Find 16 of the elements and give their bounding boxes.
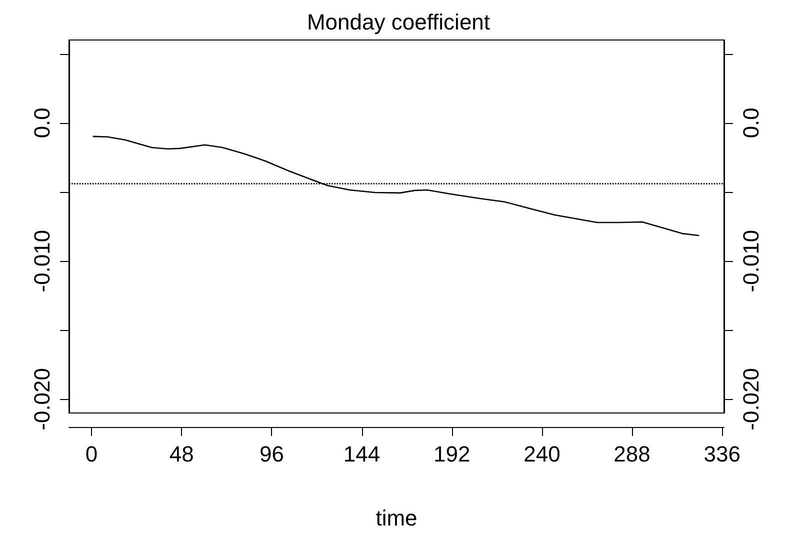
y2-tick-label: -0.010 <box>738 230 764 292</box>
y-tick-label: -0.010 <box>30 230 54 292</box>
x-tick-label: 192 <box>434 442 470 466</box>
x-tick-label: 48 <box>169 442 194 466</box>
x-tick-label: 96 <box>259 442 284 466</box>
y2-tick-label: 0.0 <box>738 108 764 138</box>
x-axis-title: time <box>376 506 418 530</box>
x-tick-label: 0 <box>85 442 98 466</box>
x-tick-label: 288 <box>614 442 650 466</box>
y-tick-label: 0.0 <box>30 108 54 138</box>
x-tick-label: 240 <box>524 442 560 466</box>
y2-tick-label: -0.020 <box>738 368 764 430</box>
x-tick-label: 144 <box>343 442 380 466</box>
chart-title: Monday coefficient <box>306 10 490 34</box>
y-tick-label: -0.020 <box>30 368 54 430</box>
x-tick-label: 336 <box>704 442 740 466</box>
